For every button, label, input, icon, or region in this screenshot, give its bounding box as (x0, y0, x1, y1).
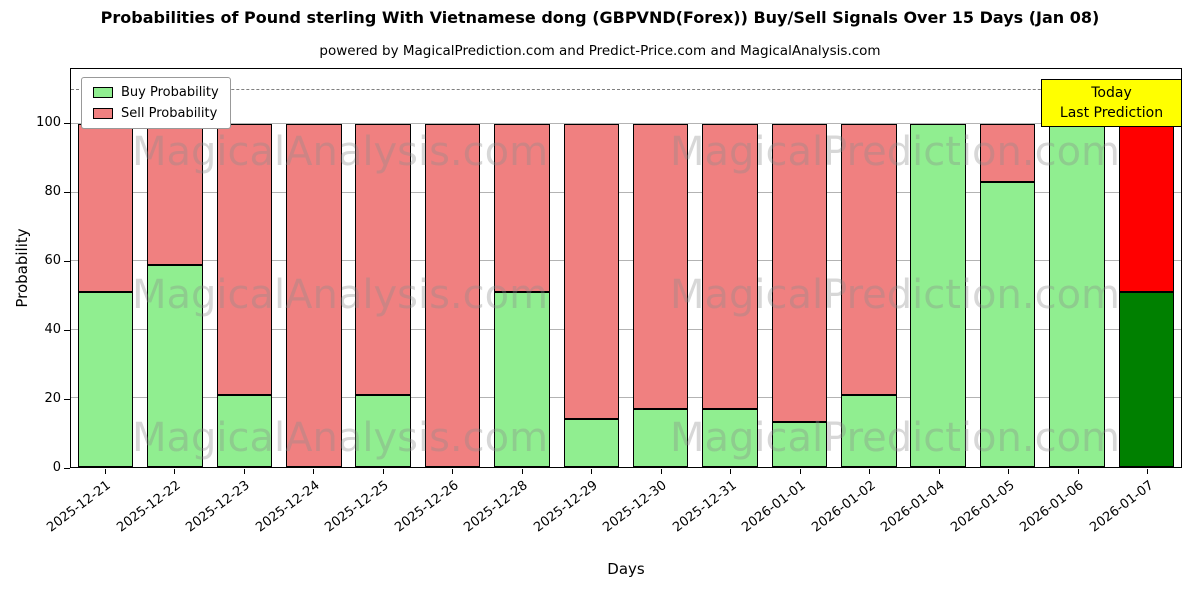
bar-segment-sell (1118, 123, 1175, 293)
gridline (71, 328, 1181, 330)
legend: Buy Probability Sell Probability (81, 77, 231, 129)
bar-segment-buy (216, 394, 273, 467)
gridline (71, 122, 1181, 124)
gridline (71, 397, 1181, 399)
x-axis-label: Days (607, 560, 645, 578)
bar-segment-sell (979, 123, 1036, 183)
x-tick-mark (313, 469, 315, 474)
bar-segment-sell (702, 123, 758, 409)
x-tick-mark (799, 469, 801, 474)
bar-segment-sell (841, 123, 897, 395)
bar-segment-sell (286, 123, 342, 467)
x-tick-label-text: 2025-12-29 (530, 478, 601, 536)
bar-segment-buy (1049, 123, 1105, 467)
bar-segment-sell (771, 123, 828, 423)
y-tick-mark (64, 330, 70, 332)
x-tick-mark (660, 469, 662, 474)
y-tick-label: 60 (44, 253, 61, 269)
bar-segment-buy (979, 182, 1036, 467)
x-tick-label-text: 2025-12-24 (252, 478, 323, 536)
x-tick-label-text: 2025-12-26 (391, 478, 462, 536)
x-tick-label-text: 2026-01-02 (808, 478, 879, 536)
gridlines-layer (71, 69, 1181, 467)
today-last-prediction-box: Today Last Prediction (1041, 79, 1182, 127)
bar-segment-buy (632, 408, 689, 467)
buy-probability-swatch (93, 87, 113, 98)
y-tick-label: 40 (44, 322, 61, 338)
chart-title: Probabilities of Pound sterling With Vie… (100, 8, 1100, 27)
x-tick-mark (104, 469, 106, 474)
y-tick-label: 0 (52, 460, 61, 475)
bar-segment-buy (1118, 292, 1175, 467)
x-tick-label-text: 2025-12-25 (322, 478, 392, 536)
y-tick-mark (64, 123, 70, 125)
x-tick-label-text: 2025-12-21 (44, 478, 114, 536)
x-tick-label-text: 2025-12-28 (461, 478, 531, 536)
y-tick-mark (64, 399, 70, 401)
bars-layer (71, 69, 1181, 467)
bar-segment-buy (147, 264, 203, 467)
bar-segment-sell (494, 123, 550, 293)
bar-segment-buy (910, 123, 966, 467)
bar-segment-sell (147, 123, 203, 265)
bar-segment-sell (77, 123, 134, 293)
x-tick-label-text: 2026-01-01 (739, 478, 809, 536)
bar-segment-sell (632, 123, 689, 409)
y-tick-label: 100 (36, 115, 61, 131)
gridline (71, 260, 1181, 262)
x-tick-mark (521, 469, 523, 474)
plot-area: MagicalAnalysis.com MagicalPrediction.com… (70, 68, 1182, 468)
x-tick-mark (174, 469, 176, 474)
x-tick-mark (730, 469, 732, 474)
bar-segment-sell (424, 123, 481, 467)
today-box-line2: Last Prediction (1059, 105, 1164, 121)
x-tick-label-text: 2026-01-05 (947, 478, 1018, 536)
y-tick-mark (64, 192, 70, 194)
y-tick-mark (64, 468, 70, 469)
legend-label-sell: Sell Probability (121, 106, 218, 121)
x-tick-label-text: 2025-12-31 (669, 478, 740, 536)
bar-segment-buy (494, 292, 550, 467)
x-tick-mark (591, 469, 593, 474)
x-tick-label-text: 2025-12-22 (113, 478, 184, 536)
x-tick-mark (452, 469, 454, 474)
y-tick-label: 80 (44, 184, 61, 200)
legend-item-sell: Sell Probability (93, 106, 219, 121)
x-tick-mark (382, 469, 384, 474)
x-tick-label-text: 2026-01-07 (1086, 478, 1157, 536)
bar-segment-buy (841, 394, 897, 467)
y-tick-label: 20 (44, 391, 61, 407)
bar-segment-buy (771, 422, 828, 467)
x-tick-mark (1077, 469, 1079, 474)
legend-label-buy: Buy Probability (121, 85, 219, 100)
bar-segment-sell (216, 123, 273, 395)
x-tick-mark (243, 469, 245, 474)
bar-segment-buy (355, 394, 411, 467)
sell-probability-swatch (93, 108, 113, 119)
y-tick-mark (64, 261, 70, 263)
x-tick-mark (1147, 469, 1149, 474)
bar-segment-buy (563, 418, 620, 467)
x-tick-mark (938, 469, 940, 474)
x-tick-label-text: 2026-01-06 (1017, 478, 1087, 536)
x-tick-mark (869, 469, 871, 474)
gridline (71, 191, 1181, 193)
chart-subtitle: powered by MagicalPrediction.com and Pre… (319, 43, 881, 59)
today-box-line1: Today (1091, 84, 1132, 101)
x-tick-label-text: 2025-12-23 (183, 478, 253, 536)
bar-segment-buy (77, 292, 134, 467)
x-tick-label-text: 2026-01-04 (878, 478, 948, 536)
x-tick-label-text: 2025-12-30 (600, 478, 670, 536)
x-tick-mark (1008, 469, 1010, 474)
legend-item-buy: Buy Probability (93, 85, 219, 100)
bar-segment-sell (563, 123, 620, 419)
bar-segment-sell (355, 123, 411, 395)
dashed-top-line (71, 88, 1181, 90)
bar-segment-buy (702, 408, 758, 467)
